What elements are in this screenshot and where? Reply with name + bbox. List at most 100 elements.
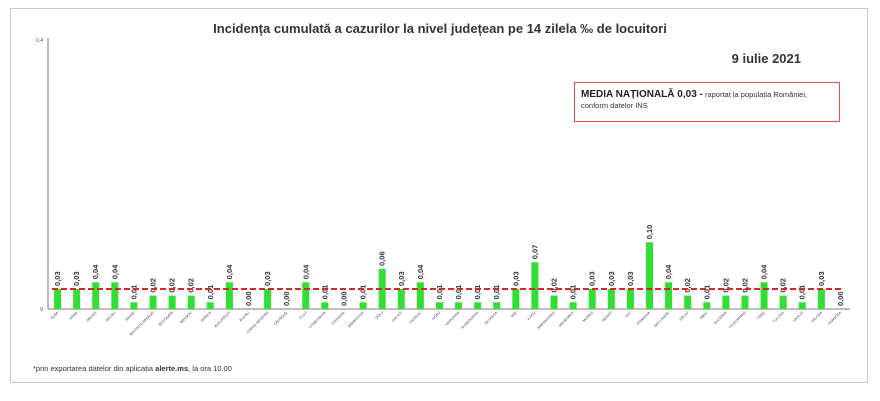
- bar: [321, 302, 329, 309]
- category-label: TULCEA: [772, 310, 785, 323]
- category-label: CĂLĂRAȘI: [273, 311, 288, 326]
- category-label: PRAHOVA: [636, 310, 651, 325]
- footnote: *prin exportarea datelor din aplicația a…: [33, 364, 232, 373]
- bar: [741, 295, 749, 309]
- category-label: HARGHITA: [444, 310, 460, 326]
- category-label: MUREȘ: [582, 310, 594, 322]
- category-label: NEAMȚ: [601, 310, 613, 322]
- bar-value-label: 0,07: [530, 245, 539, 260]
- bar: [760, 282, 768, 309]
- bar: [626, 288, 634, 309]
- bar: [493, 302, 501, 309]
- category-label: ALBA: [50, 310, 60, 320]
- category-label: VASLUI: [792, 311, 804, 323]
- bar-value-label: 0,01: [359, 285, 368, 300]
- bar: [149, 295, 157, 309]
- category-label: SUCEAVA: [713, 310, 728, 325]
- bar: [168, 295, 176, 309]
- bar: [54, 288, 62, 309]
- bar: [607, 288, 615, 309]
- category-label: MEHEDINȚI: [558, 311, 575, 328]
- bar-value-label: 0,01: [435, 285, 444, 300]
- bar-value-label: 0,03: [817, 271, 826, 286]
- category-label: VRANCEA: [827, 310, 843, 326]
- bar: [665, 282, 673, 309]
- bar-value-label: 0,04: [664, 264, 673, 279]
- bar: [646, 242, 653, 309]
- bar-value-label: 0,02: [149, 278, 158, 293]
- national-average-value: MEDIA NAȚIONALĂ 0,03 -: [581, 89, 703, 100]
- report-date: 9 iulie 2021: [731, 51, 801, 66]
- category-label: MARAMUREȘ: [536, 310, 556, 330]
- bar: [817, 288, 825, 309]
- bar-value-label: 0,06: [378, 251, 387, 266]
- bar-value-label: 0,01: [320, 285, 329, 300]
- bar-value-label: 0,03: [72, 271, 81, 286]
- bar-value-label: 0,03: [397, 271, 406, 286]
- bar-value-label: 0,01: [129, 285, 138, 300]
- bar: [550, 295, 558, 309]
- bar-value-label: 0,01: [454, 285, 463, 300]
- category-label: SĂLAJ: [679, 311, 690, 322]
- bar-value-label: 0,01: [206, 285, 215, 300]
- bar-value-label: 0,01: [492, 285, 501, 300]
- bar: [397, 288, 405, 309]
- bar: [264, 288, 272, 309]
- category-label: TIMIȘ: [756, 310, 766, 320]
- bar-value-label: 0,04: [301, 264, 310, 279]
- bar: [531, 262, 539, 309]
- bar: [111, 282, 119, 309]
- bar-value-label: 0,03: [263, 271, 272, 286]
- bar: [225, 282, 233, 309]
- bar-value-label: 0,02: [187, 278, 196, 293]
- bar: [130, 302, 138, 309]
- y-tick-label: 0: [40, 307, 43, 313]
- category-label: COVASNA: [331, 310, 346, 325]
- category-label: SATU MARE: [653, 310, 671, 328]
- bar-value-label: 0,01: [473, 285, 482, 300]
- category-label: ARAD: [68, 311, 78, 321]
- bar: [435, 302, 443, 309]
- bar: [779, 295, 787, 309]
- category-label: BOTOȘANI: [158, 311, 174, 327]
- bar: [455, 302, 463, 309]
- category-label: CONSTANȚA: [308, 310, 327, 329]
- bar: [378, 268, 386, 309]
- bar: [73, 288, 81, 309]
- category-label: TELEORMAN: [728, 311, 747, 330]
- bar-value-label: 0,00: [836, 291, 845, 306]
- category-label: BIHOR: [125, 311, 136, 322]
- bar: [359, 302, 367, 309]
- bar-value-label: 0,02: [721, 278, 730, 293]
- bar: [798, 302, 806, 309]
- bar: [588, 288, 596, 309]
- bar-value-label: 0,03: [53, 271, 62, 286]
- category-label: ILFOV: [526, 310, 537, 321]
- national-average-box: MEDIA NAȚIONALĂ 0,03 - raportat la popul…: [574, 82, 840, 122]
- bar: [206, 302, 214, 309]
- bar-value-label: 0,03: [588, 271, 597, 286]
- bar-value-label: 0,04: [91, 264, 100, 279]
- category-label: GIURGIU: [408, 311, 422, 325]
- bar-value-label: 0,01: [798, 285, 807, 300]
- bar-value-label: 0,10: [645, 225, 654, 240]
- bar-value-label: 0,03: [607, 271, 616, 286]
- bar-value-label: 0,00: [339, 291, 348, 306]
- category-label: BRAȘOV: [179, 310, 193, 324]
- chart-frame: Incidența cumulată a cazurilor la nivel …: [10, 8, 868, 383]
- category-label: IALOMIȚA: [484, 310, 499, 325]
- bar-value-label: 0,02: [683, 278, 692, 293]
- category-label: DOLJ: [375, 311, 384, 320]
- category-label: ARGEȘ: [86, 310, 98, 322]
- bar: [569, 302, 577, 309]
- bar: [474, 302, 482, 309]
- category-label: BRĂILA: [200, 310, 212, 322]
- bar: [684, 295, 692, 309]
- bar-value-label: 0,03: [626, 271, 635, 286]
- chart-title: Incidența cumulată a cazurilor la nivel …: [213, 21, 667, 36]
- category-label: BUZĂU: [239, 311, 251, 323]
- bar-value-label: 0,04: [110, 264, 119, 279]
- footnote-prefix: *prin exportarea datelor din aplicația: [33, 364, 156, 373]
- bar-value-label: 0,02: [779, 278, 788, 293]
